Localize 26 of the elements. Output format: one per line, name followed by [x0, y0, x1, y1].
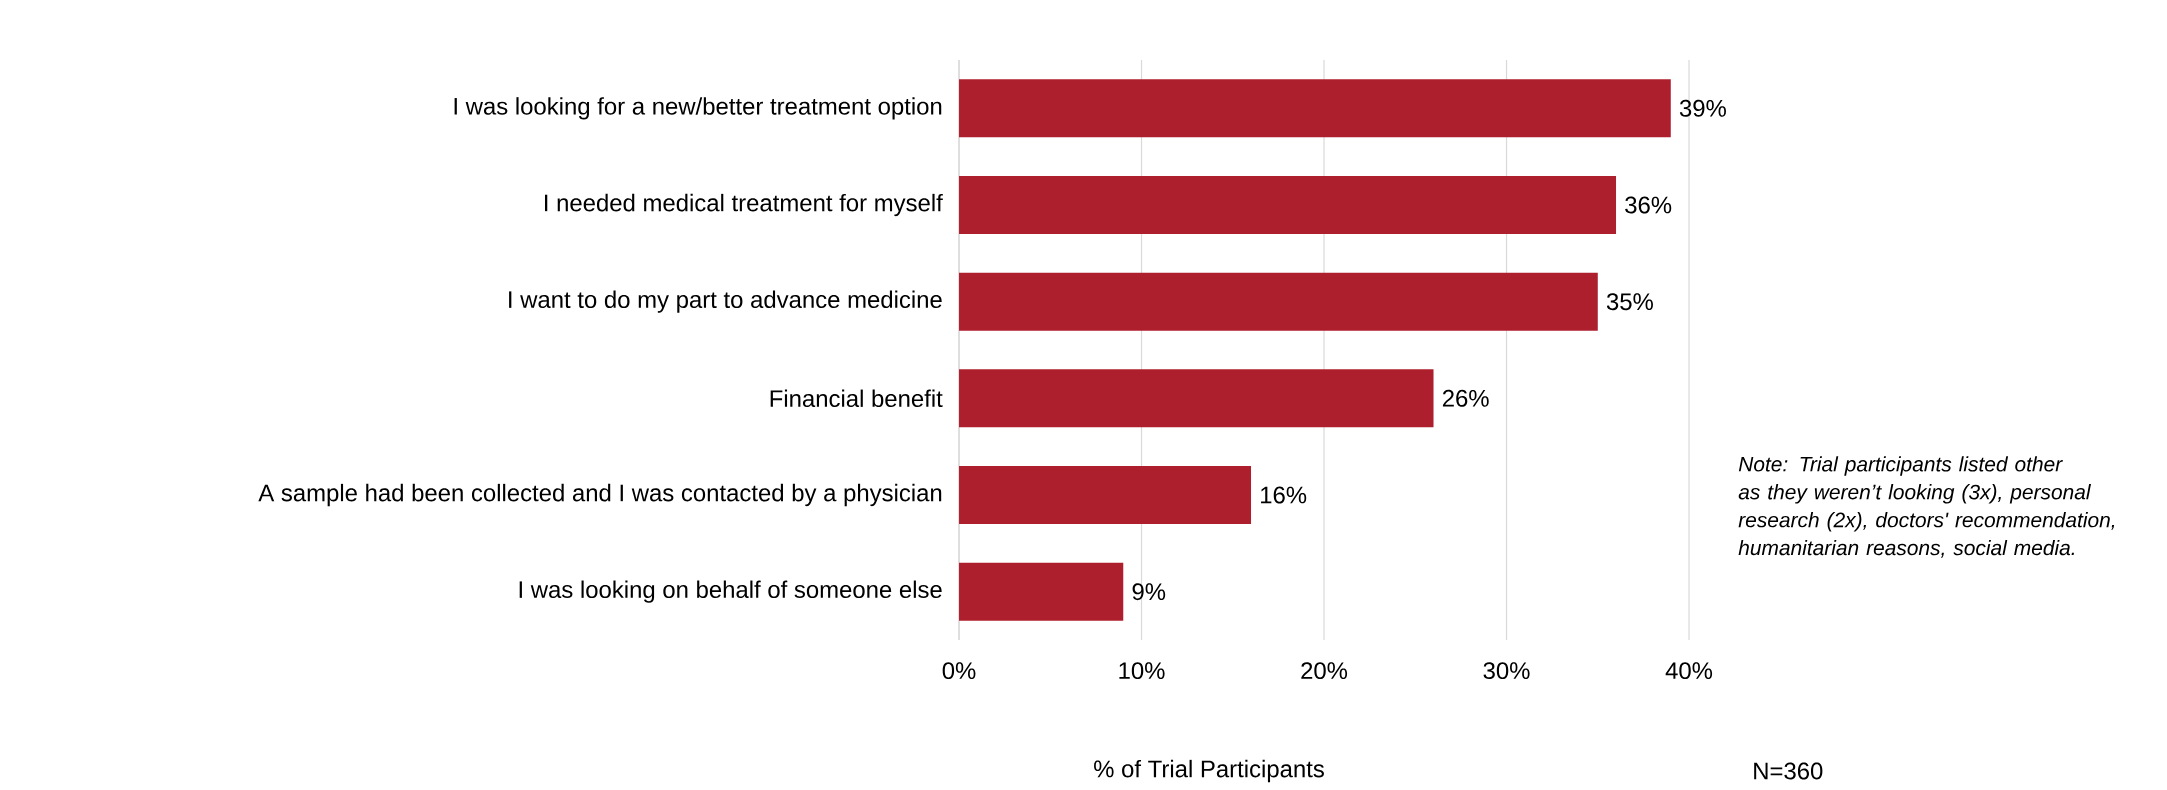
y-tick-label: Financial benefit [770, 389, 943, 408]
x-tick-label: 0% [942, 662, 976, 680]
bar [959, 562, 1124, 621]
x-tick-label: 30% [1483, 662, 1530, 680]
y-tick-label: I needed medical treatment for myself [545, 193, 943, 217]
data-label: 39% [1679, 99, 1726, 117]
x-tick-label: 20% [1301, 662, 1348, 680]
bar [959, 272, 1598, 331]
text: N=360 [1754, 762, 1823, 780]
y-tick-label: I was looking on behalf of someone else [519, 580, 942, 603]
bar [959, 175, 1617, 234]
x-axis-title: % of Trial Participants [1094, 759, 1324, 783]
y-tick-label: A sample had been collected and I was contacted by a physician [258, 483, 942, 507]
text: Note: Trial participants listed other as they weren’t looking (3x), personal research (2x), doctors' recommendation, humanitarian reasons, social media. [1738, 456, 2115, 558]
data-label: 36% [1625, 196, 1672, 214]
data-label: 9% [1132, 583, 1166, 601]
x-tick-label: 10% [1119, 662, 1165, 680]
bar [959, 465, 1252, 524]
bar [959, 369, 1434, 428]
data-label: 16% [1261, 486, 1307, 504]
x-tick-label: 40% [1665, 662, 1713, 680]
data-label: 26% [1442, 389, 1489, 407]
y-tick-label: I want to do my part to advance medicine [509, 290, 942, 313]
data-label: 35% [1606, 293, 1653, 311]
bar [959, 79, 1671, 138]
y-tick-label: I was looking for a new/better treatment option [454, 97, 942, 120]
